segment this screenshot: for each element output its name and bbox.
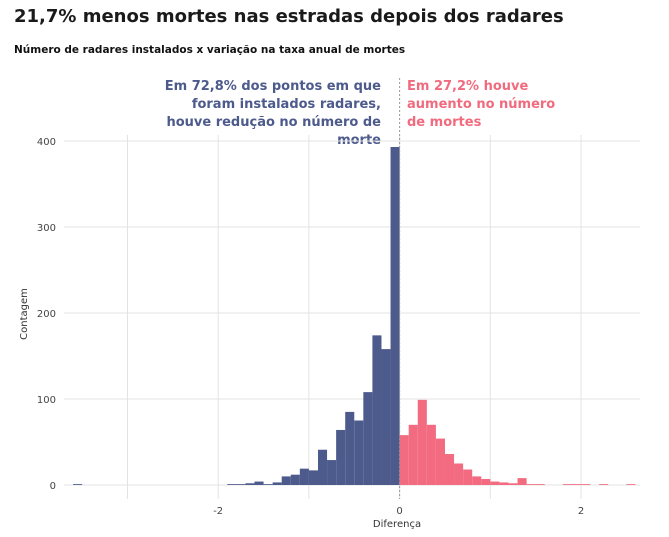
- histogram-bar: [73, 484, 83, 485]
- histogram-bar: [472, 476, 482, 485]
- histogram-bar: [345, 411, 355, 485]
- histogram-bar: [435, 438, 445, 485]
- histogram-bar: [526, 484, 536, 485]
- histogram-bar: [463, 469, 473, 485]
- histogram-bar: [454, 463, 464, 485]
- histogram-bar: [308, 470, 318, 485]
- axis-ticks: 0 100 200 300 400 -2 0 2: [37, 137, 584, 517]
- x-tick-label: 0: [396, 506, 402, 517]
- x-tick-label: 2: [578, 506, 584, 517]
- histogram-bar: [317, 449, 328, 485]
- histogram-bar: [245, 483, 255, 485]
- annotation-decrease: Em 72,8% dos pontos em que foram instala…: [164, 79, 381, 148]
- histogram-bar: [517, 478, 527, 485]
- histogram-bar: [327, 460, 337, 485]
- histogram-bar: [336, 429, 346, 485]
- histogram-bar: [399, 435, 409, 485]
- histogram-bar: [490, 481, 500, 485]
- histogram-bar: [417, 399, 427, 485]
- histogram-bar: [444, 454, 455, 485]
- histogram-bar: [254, 481, 264, 485]
- annotation-increase: Em 27,2% houve aumento no número de mort…: [407, 79, 556, 130]
- histogram-bar: [263, 484, 273, 485]
- y-tick-label: 0: [50, 481, 56, 492]
- histogram-bar: [571, 484, 582, 485]
- histogram-bar: [290, 474, 300, 485]
- x-axis-title: Diferença: [373, 519, 421, 530]
- histogram-bar: [363, 392, 373, 485]
- histogram-bar: [372, 335, 382, 485]
- histogram-bar: [599, 484, 609, 485]
- histogram-bar: [299, 468, 309, 485]
- histogram-bar: [408, 424, 418, 485]
- histogram-bar: [508, 483, 518, 485]
- y-tick-label: 200: [37, 309, 56, 320]
- y-tick-label: 100: [37, 395, 56, 406]
- histogram-bar: [499, 482, 509, 485]
- histogram-bar: [535, 484, 545, 485]
- histogram-bar: [381, 349, 391, 485]
- x-tick-label: -2: [213, 506, 223, 517]
- histogram-bar: [581, 484, 591, 485]
- histogram-bar: [354, 420, 364, 485]
- histogram-bar: [281, 476, 291, 485]
- histogram-bar: [626, 484, 636, 485]
- y-axis-title: Contagem: [19, 288, 30, 340]
- chart-title: 21,7% menos mortes nas estradas depois d…: [14, 6, 564, 27]
- histogram-bar: [426, 424, 436, 485]
- y-tick-label: 300: [37, 223, 56, 234]
- histogram-bar: [390, 147, 400, 485]
- histogram-bar: [227, 484, 237, 485]
- histogram-bars: [73, 147, 636, 485]
- histogram-bar: [562, 484, 572, 485]
- histogram-bar: [481, 478, 491, 485]
- y-tick-label: 400: [37, 137, 56, 148]
- histogram-bar: [236, 484, 246, 485]
- chart-subtitle: Número de radares instalados x variação …: [14, 44, 406, 56]
- histogram-bar: [272, 482, 282, 485]
